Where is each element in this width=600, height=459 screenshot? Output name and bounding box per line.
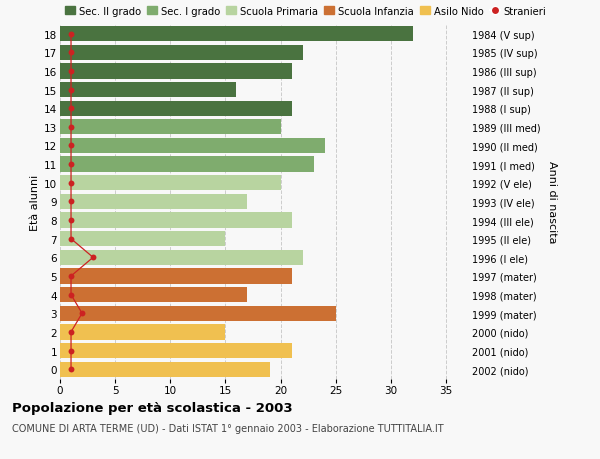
Bar	[60, 157, 314, 173]
Point	[66, 124, 76, 131]
Bar	[60, 325, 226, 340]
Point	[66, 217, 76, 224]
Point	[88, 254, 98, 262]
Y-axis label: Anni di nascita: Anni di nascita	[547, 161, 557, 243]
Bar	[60, 269, 292, 284]
Y-axis label: Età alunni: Età alunni	[30, 174, 40, 230]
Bar	[60, 250, 302, 265]
Bar	[60, 194, 247, 210]
Bar	[60, 27, 413, 42]
Point	[77, 310, 87, 317]
Bar	[60, 120, 281, 135]
Point	[66, 142, 76, 150]
Point	[66, 347, 76, 354]
Point	[66, 198, 76, 206]
Point	[66, 291, 76, 299]
Bar	[60, 213, 292, 228]
Bar	[60, 287, 247, 302]
Point	[66, 87, 76, 94]
Point	[66, 161, 76, 168]
Point	[66, 31, 76, 38]
Point	[66, 179, 76, 187]
Point	[66, 366, 76, 373]
Point	[66, 329, 76, 336]
Bar	[60, 362, 269, 377]
Bar	[60, 45, 302, 61]
Text: COMUNE DI ARTA TERME (UD) - Dati ISTAT 1° gennaio 2003 - Elaborazione TUTTITALIA: COMUNE DI ARTA TERME (UD) - Dati ISTAT 1…	[12, 424, 443, 433]
Bar	[60, 83, 236, 98]
Bar	[60, 101, 292, 117]
Point	[66, 50, 76, 57]
Bar	[60, 343, 292, 358]
Point	[66, 273, 76, 280]
Bar	[60, 139, 325, 154]
Point	[66, 235, 76, 243]
Text: Popolazione per età scolastica - 2003: Popolazione per età scolastica - 2003	[12, 401, 293, 414]
Bar	[60, 306, 335, 321]
Point	[66, 68, 76, 75]
Bar	[60, 176, 281, 191]
Bar	[60, 231, 226, 247]
Point	[66, 105, 76, 112]
Bar	[60, 64, 292, 79]
Legend: Sec. II grado, Sec. I grado, Scuola Primaria, Scuola Infanzia, Asilo Nido, Stran: Sec. II grado, Sec. I grado, Scuola Prim…	[65, 7, 547, 17]
